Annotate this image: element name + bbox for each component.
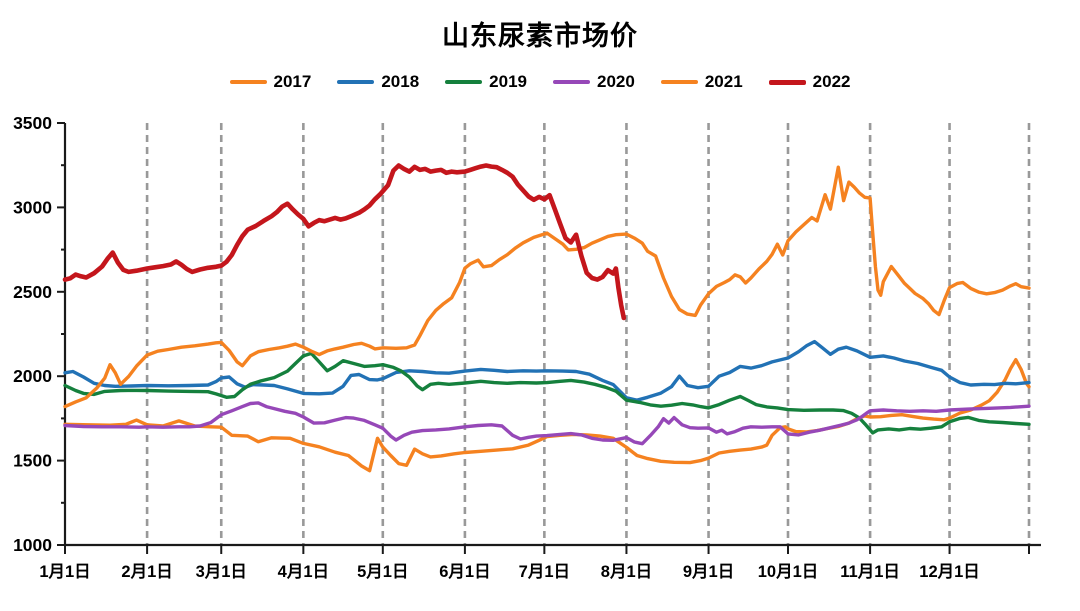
legend-item-2021: 2021 xyxy=(660,72,743,92)
legend-swatch-2019 xyxy=(445,80,483,84)
legend-item-2020: 2020 xyxy=(553,72,635,92)
series-line-2022 xyxy=(62,163,627,321)
x-tick-label: 11月1日 xyxy=(840,562,900,581)
legend-item-2019: 2019 xyxy=(445,72,527,92)
legend-label: 2017 xyxy=(273,72,312,91)
legend-item-2022: 2022 xyxy=(768,72,851,92)
series-line-2017 xyxy=(63,358,1031,473)
chart-title: 山东尿素市场价 xyxy=(442,21,638,51)
x-tick-label: 8月1日 xyxy=(601,562,652,581)
series-line-2018 xyxy=(63,339,1031,402)
legend-label: 2022 xyxy=(812,72,851,91)
x-tick-label: 3月1日 xyxy=(196,562,247,581)
legend-label: 2020 xyxy=(597,72,635,91)
y-tick-label: 3000 xyxy=(13,197,52,217)
x-tick-label: 1月1日 xyxy=(39,562,90,581)
legend-item-2017: 2017 xyxy=(229,72,312,92)
y-tick-label: 3500 xyxy=(13,113,52,133)
x-tick-label: 4月1日 xyxy=(278,562,329,581)
y-tick-label: 1000 xyxy=(13,535,52,555)
legend-swatch-2022 xyxy=(768,79,806,85)
y-tick-label: 1500 xyxy=(13,451,52,471)
series-line-2021 xyxy=(63,165,1031,409)
series-line-2020 xyxy=(63,401,1031,446)
x-tick-label: 12月1日 xyxy=(919,562,980,581)
series-line-2019 xyxy=(63,351,1031,435)
legend-swatch-2018 xyxy=(337,80,375,84)
x-tick-label: 9月1日 xyxy=(683,562,734,581)
legend-swatch-2017 xyxy=(229,80,267,84)
legend: 2017 2018 2019 2020 2021 2022 xyxy=(0,72,1080,92)
x-tick-label: 2月1日 xyxy=(121,562,172,581)
legend-label: 2018 xyxy=(381,72,420,91)
y-tick-label: 2000 xyxy=(13,366,52,386)
legend-label: 2021 xyxy=(704,72,743,91)
legend-label: 2019 xyxy=(489,72,527,91)
x-tick-label: 7月1日 xyxy=(519,562,570,581)
x-tick-label: 6月1日 xyxy=(439,562,490,581)
x-tick-label: 5月1日 xyxy=(357,562,408,581)
legend-item-2018: 2018 xyxy=(337,72,419,92)
y-tick-label: 2500 xyxy=(13,282,52,302)
legend-swatch-2020 xyxy=(553,80,590,84)
legend-swatch-2021 xyxy=(660,80,698,84)
x-tick-label: 10月1日 xyxy=(758,562,819,581)
